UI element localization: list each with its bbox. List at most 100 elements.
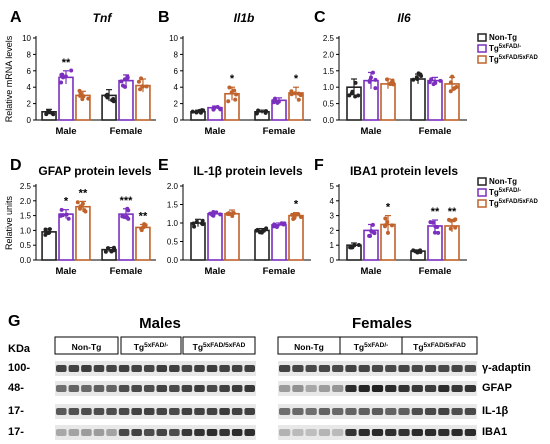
data-point (194, 110, 199, 115)
significance-marker: ** (139, 210, 148, 222)
protein-label: IL-1β (482, 405, 509, 417)
blot-band (464, 365, 476, 372)
legend-label: Non-Tg (489, 177, 517, 186)
blot-band (219, 408, 230, 415)
data-point (80, 201, 85, 206)
data-point (50, 111, 55, 116)
blot-row-2: 17- IL-1β (8, 404, 509, 419)
blot-band (231, 365, 243, 372)
lane-group-box (54, 336, 119, 355)
blot-band (305, 408, 317, 415)
blot-band (345, 365, 357, 372)
chart-panel-b: B Il1b 0 2 4 6 8 10 Male Female * * (158, 9, 311, 137)
legend-1: Non-Tg Tg5xFAD/- Tg5xFAD/5xFAD (477, 177, 538, 208)
data-point (368, 234, 373, 239)
significance-marker: ** (79, 187, 88, 199)
y-tick-label: 2.0 (167, 182, 179, 191)
blot-band (385, 429, 397, 436)
x-category-label: Female (419, 266, 452, 277)
blot-band (143, 429, 155, 436)
bar-1 (58, 213, 74, 261)
blot-band (332, 408, 344, 415)
bar-2 (224, 212, 240, 261)
blot-band (385, 408, 397, 415)
blot-band (156, 365, 168, 372)
data-point (274, 99, 279, 104)
data-point (144, 84, 149, 89)
blot-band (194, 385, 205, 392)
data-point (436, 230, 441, 235)
legend-swatch (477, 177, 487, 186)
kda-marker: 17- (8, 405, 24, 417)
x-category-label: Female (263, 126, 296, 137)
blot-band (131, 429, 142, 436)
blot-band (424, 429, 437, 436)
blot-row-0: 100- γ-adaptin (8, 361, 531, 376)
blot-strip (55, 361, 256, 376)
data-point (435, 224, 440, 229)
blot-band (93, 365, 105, 372)
data-point (385, 77, 390, 82)
blot-band (371, 429, 384, 436)
data-point (46, 109, 51, 114)
blot-band (93, 408, 105, 415)
blot-band (244, 385, 255, 392)
legend-label: Tg5xFAD/- (489, 44, 521, 53)
blot-band (231, 429, 243, 436)
panel-letter: D (10, 157, 22, 174)
blot-band (68, 429, 80, 436)
lane-group-label: Tg5xFAD/- (354, 342, 389, 352)
blot-band (244, 365, 255, 372)
protein-label: IBA1 (482, 426, 507, 438)
blot-band (345, 385, 357, 392)
y-tick-label: 8 (27, 50, 32, 59)
blot-band (181, 408, 193, 415)
lane-group-label: Non-Tg (294, 342, 324, 352)
blot-band (181, 365, 193, 372)
data-point (103, 249, 108, 254)
data-point (231, 210, 236, 215)
western-blot-panel: G Males Females KDa Non-Tg Tg5xFAD/- Tg5xFAD/5… (8, 313, 531, 440)
data-point (47, 230, 52, 235)
blot-band (131, 365, 142, 372)
y-tick-label: 3 (330, 212, 335, 221)
panel-letter: G (8, 313, 20, 330)
data-point (126, 216, 131, 221)
lane-group-2: Tg5xFAD/5xFAD (182, 336, 256, 355)
lane-group-box (401, 336, 478, 355)
data-point (86, 96, 91, 101)
blot-band (424, 408, 437, 415)
legend-swatch (477, 199, 487, 208)
kda-marker: 17- (8, 426, 24, 438)
data-point (438, 78, 443, 83)
blot-band (206, 429, 218, 436)
data-point (281, 222, 286, 227)
blot-band (411, 385, 423, 392)
y-axis-label: Relative mRNA levels (4, 35, 14, 122)
panel-letter: E (158, 157, 169, 174)
data-point (274, 224, 279, 229)
blot-band (424, 385, 437, 392)
data-point (448, 80, 453, 85)
data-point (256, 108, 261, 113)
significance-marker: * (64, 196, 69, 208)
bar-1 (118, 213, 134, 261)
y-tick-label: 5 (330, 182, 335, 191)
data-point (136, 79, 141, 84)
y-tick-label: 10 (22, 34, 31, 43)
blot-band (206, 408, 218, 415)
kda-marker: 48- (8, 382, 24, 394)
blot-band (194, 365, 205, 372)
blot-band (81, 365, 92, 372)
panel-letter: A (10, 9, 22, 26)
bar-1 (427, 79, 443, 121)
legend-label: Tg5xFAD/5xFAD (489, 199, 538, 208)
data-point (104, 93, 109, 98)
data-point (140, 84, 145, 89)
blot-band (371, 365, 384, 372)
significance-marker: ** (431, 206, 440, 218)
data-point (226, 99, 231, 104)
y-tick-label: 1.0 (167, 219, 179, 228)
y-tick-label: 10 (169, 34, 178, 43)
